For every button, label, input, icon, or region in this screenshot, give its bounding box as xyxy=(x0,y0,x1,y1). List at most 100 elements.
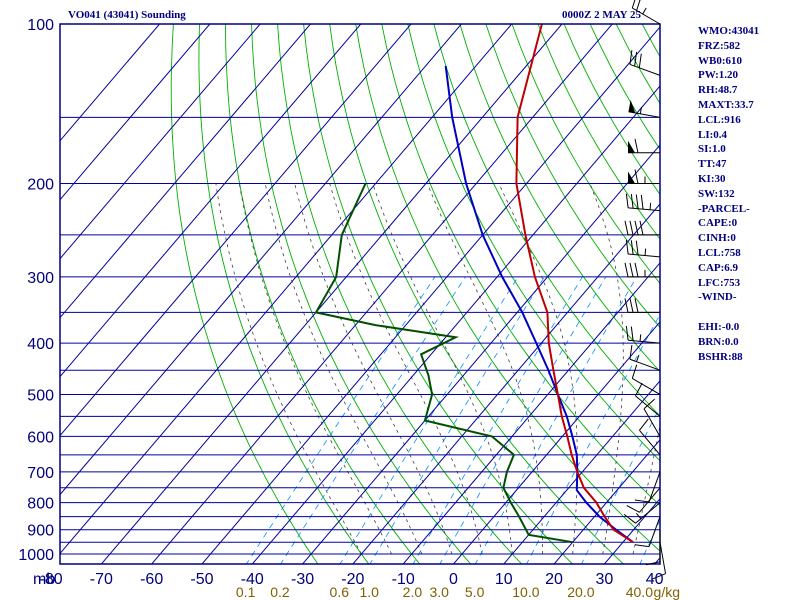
wind-feather xyxy=(634,138,639,153)
temperature-trace xyxy=(515,24,634,544)
mixing-ratio-line xyxy=(526,313,660,564)
mixing-ratio-label: 0.6 xyxy=(330,584,350,600)
wind-feather xyxy=(640,194,644,210)
index-item: SW:132 xyxy=(698,187,735,200)
wind-barb xyxy=(643,398,661,437)
wind-feather xyxy=(639,418,649,431)
wind-staff xyxy=(639,430,661,456)
pressure-unit-label: mb xyxy=(33,571,55,588)
wind-feather xyxy=(635,382,643,397)
wind-staff xyxy=(643,408,661,437)
wind-feather xyxy=(624,262,629,277)
wind-feather xyxy=(643,398,655,410)
index-item: LI:0.4 xyxy=(698,128,728,141)
pressure-tick-label: 800 xyxy=(27,496,54,513)
wind-staff xyxy=(632,378,661,395)
index-item: LCL:916 xyxy=(698,113,741,126)
wind-barb xyxy=(634,516,661,548)
wind-feather xyxy=(626,505,640,513)
wind-barb xyxy=(623,502,661,524)
wind-barb xyxy=(631,0,661,25)
chart-title: VO041 (43041) Sounding xyxy=(68,9,186,21)
mixing-ratio-line xyxy=(474,276,637,564)
mixing-ratio-line xyxy=(339,276,519,564)
wind-feather xyxy=(652,573,666,580)
wind-barb xyxy=(631,364,661,395)
wind-feather xyxy=(629,345,633,360)
index-item: PW:1.20 xyxy=(698,69,739,82)
index-item: BRN:0.0 xyxy=(698,335,739,348)
temperature-tick-label: 10 xyxy=(495,571,513,588)
isotherm xyxy=(60,24,412,437)
dry-adiabat xyxy=(789,0,800,565)
wind-barb xyxy=(628,169,660,185)
stability-indices-panel: WMO:43041 FRZ:582 WB0:610 PW:1.20 RH:48.7 MAX… xyxy=(698,24,759,364)
wind-feather xyxy=(629,50,633,65)
temperature-tick-label: -20 xyxy=(341,571,364,588)
wind-staff xyxy=(628,207,661,212)
dry-adiabat xyxy=(765,0,800,565)
wind-staff xyxy=(628,339,661,344)
isotherm xyxy=(402,262,660,564)
moist-adiabat xyxy=(372,183,513,555)
wind-barb xyxy=(628,138,660,154)
wind-barb xyxy=(629,345,661,371)
wind-staff xyxy=(628,111,661,118)
index-item: FRZ:582 xyxy=(698,39,741,52)
temperature-tick-label: -60 xyxy=(140,571,163,588)
dewpoint-trace xyxy=(314,183,573,544)
mixing-ratio-line xyxy=(280,276,466,564)
wind-feather xyxy=(634,499,650,503)
dry-adiabat xyxy=(459,24,660,373)
isotherm xyxy=(352,203,660,564)
dry-adiabat xyxy=(589,24,660,151)
wind-feather xyxy=(625,326,629,341)
temperature-tick-label: -80 xyxy=(40,571,63,588)
wind-half-feather xyxy=(636,354,640,362)
mixing-ratio-label: 5.0 xyxy=(465,584,485,600)
mixing-ratio-line xyxy=(245,276,436,564)
pressure-tick-label: 1000 xyxy=(18,547,54,564)
wind-barb xyxy=(652,542,667,580)
isotherm xyxy=(251,85,660,564)
wind-feather xyxy=(630,194,634,209)
index-item: LCL:758 xyxy=(698,246,741,259)
wind-pennant xyxy=(628,171,635,184)
index-item: RH:48.7 xyxy=(698,84,738,97)
moist-adiabat xyxy=(589,183,624,555)
mixing-ratio-label: 3.0 xyxy=(429,584,449,600)
temperature-tick-label: 20 xyxy=(545,571,563,588)
pressure-tick-label: 600 xyxy=(27,429,54,446)
dry-adiabat xyxy=(198,24,370,564)
index-item: CAPE:0 xyxy=(698,217,738,230)
index-item: KI:30 xyxy=(698,172,726,185)
temperature-tick-label: -50 xyxy=(190,571,213,588)
wind-feather xyxy=(631,364,638,379)
isotherm xyxy=(60,24,261,260)
wind-feather xyxy=(629,262,634,277)
index-item: WMO:43041 xyxy=(698,25,760,37)
dry-adiabat xyxy=(170,24,319,564)
index-item: WB0:610 xyxy=(698,54,742,67)
chart-datetime: 0000Z 2 MAY 25 xyxy=(562,9,641,21)
isotherm xyxy=(151,24,613,564)
pressure-tick-label: 300 xyxy=(27,270,54,287)
dry-adiabat xyxy=(225,24,421,564)
index-item: EHI:-0.0 xyxy=(698,320,740,333)
wind-feather xyxy=(630,326,634,341)
isotherm xyxy=(60,24,513,555)
wind-barb xyxy=(625,326,661,344)
wind-barb xyxy=(629,50,661,76)
wind-barb xyxy=(634,471,661,503)
wind-pennant xyxy=(628,99,636,113)
mixing-ratio-label: 20.0 xyxy=(567,584,594,600)
wind-feather xyxy=(635,194,639,209)
isotherm xyxy=(553,439,660,564)
mixing-ratio-label: 10.0 xyxy=(512,584,539,600)
isotherm xyxy=(201,26,660,564)
isotherm xyxy=(60,24,362,378)
wind-feather xyxy=(635,240,639,255)
index-item: BSHR:88 xyxy=(698,350,743,363)
mixing-ratio-unit: g/kg xyxy=(654,584,680,600)
